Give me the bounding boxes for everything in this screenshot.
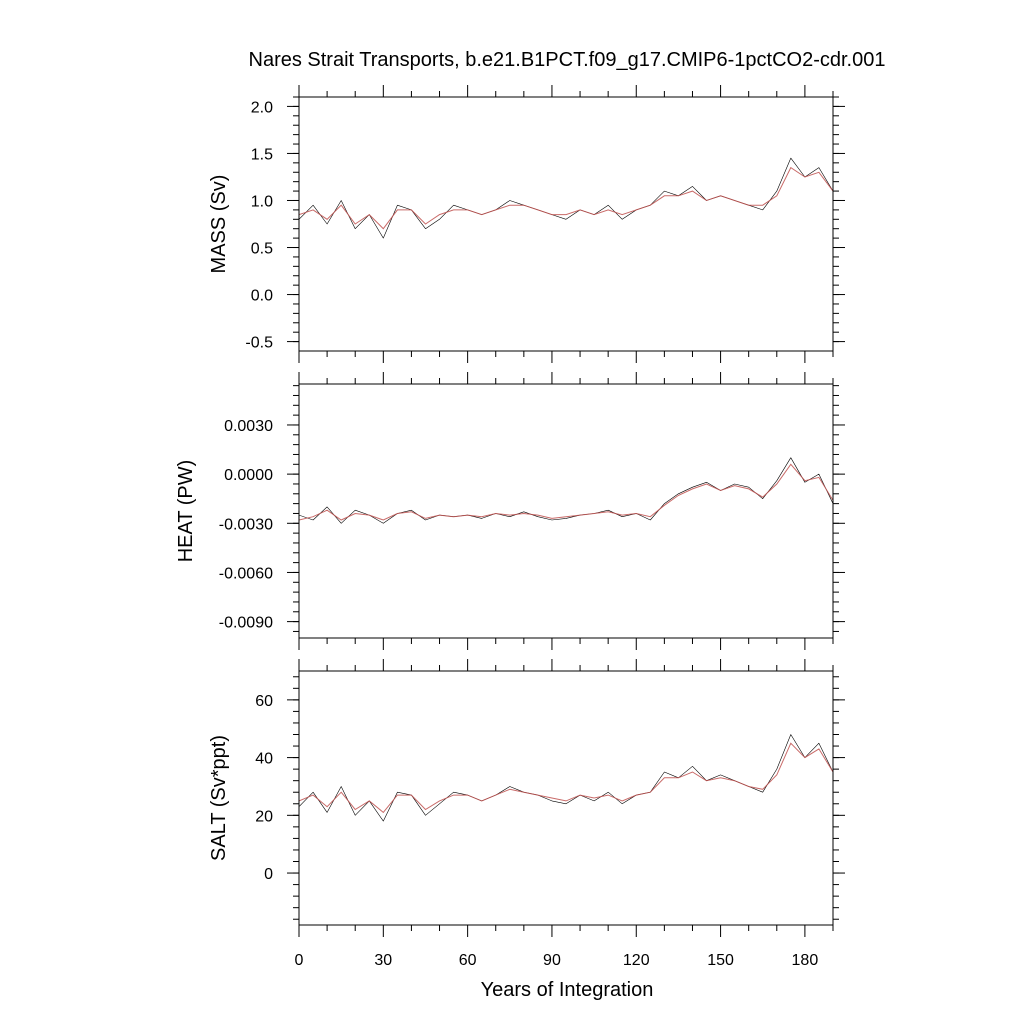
y-tick-label: -0.0090 [219,615,273,632]
plot-area [299,734,833,822]
y-tick-label: 0.0030 [224,418,273,435]
series-smoothed-line [299,463,833,521]
plot-frame [298,670,834,926]
y-tick-label: 0.5 [251,241,273,258]
y-tick-label: 0.0000 [224,467,273,484]
y-axis-label: SALT (Sv*ppt) [208,735,230,861]
series-raw-line [299,457,833,524]
y-tick-label: 1.5 [251,146,273,163]
y-tick-label: 2.0 [251,99,273,116]
y-tick-label: -0.5 [245,335,273,352]
y-axis-label: MASS (Sv) [208,175,230,274]
series-raw-line [299,734,833,822]
x-tick-label: 120 [623,952,650,969]
plot-frame [298,383,834,639]
plot-frame [298,96,834,352]
y-tick-label: -0.0060 [219,565,273,582]
y-tick-label: 0.0 [251,288,273,305]
x-tick-label: 0 [295,952,304,969]
series-raw-line [299,157,833,239]
y-tick-label: -0.0030 [219,516,273,533]
chart-title: Nares Strait Transports, b.e21.B1PCT.f09… [249,49,886,71]
y-tick-label: 1.0 [251,193,273,210]
x-tick-label: 90 [543,952,561,969]
series-smoothed-line [299,742,833,814]
panel-1: -0.0090 -0.0060 -0.0030 0.0000 0.0030 HEAT (P… [175,372,845,650]
panel-0: -0.5 0.0 0.5 1.0 1.5 2.0 MASS (Sv) [208,85,845,363]
x-tick-label: 60 [459,952,477,969]
plot-area [299,457,833,524]
x-tick-label: 150 [707,952,734,969]
y-axis-label: HEAT (PW) [175,460,197,563]
y-tick-label: 40 [255,751,273,768]
series-smoothed-line [299,166,833,230]
x-tick-label: 180 [792,952,819,969]
panel-2: 0 20 40 60 SALT (Sv*ppt) 0 30 60 90 120 150 180 [208,659,845,969]
y-tick-label: 60 [255,693,273,710]
x-axis-label: Years of Integration [481,979,654,1001]
plot-area [299,157,833,239]
x-tick-label: 30 [374,952,392,969]
y-tick-label: 0 [264,866,273,883]
y-tick-label: 20 [255,808,273,825]
